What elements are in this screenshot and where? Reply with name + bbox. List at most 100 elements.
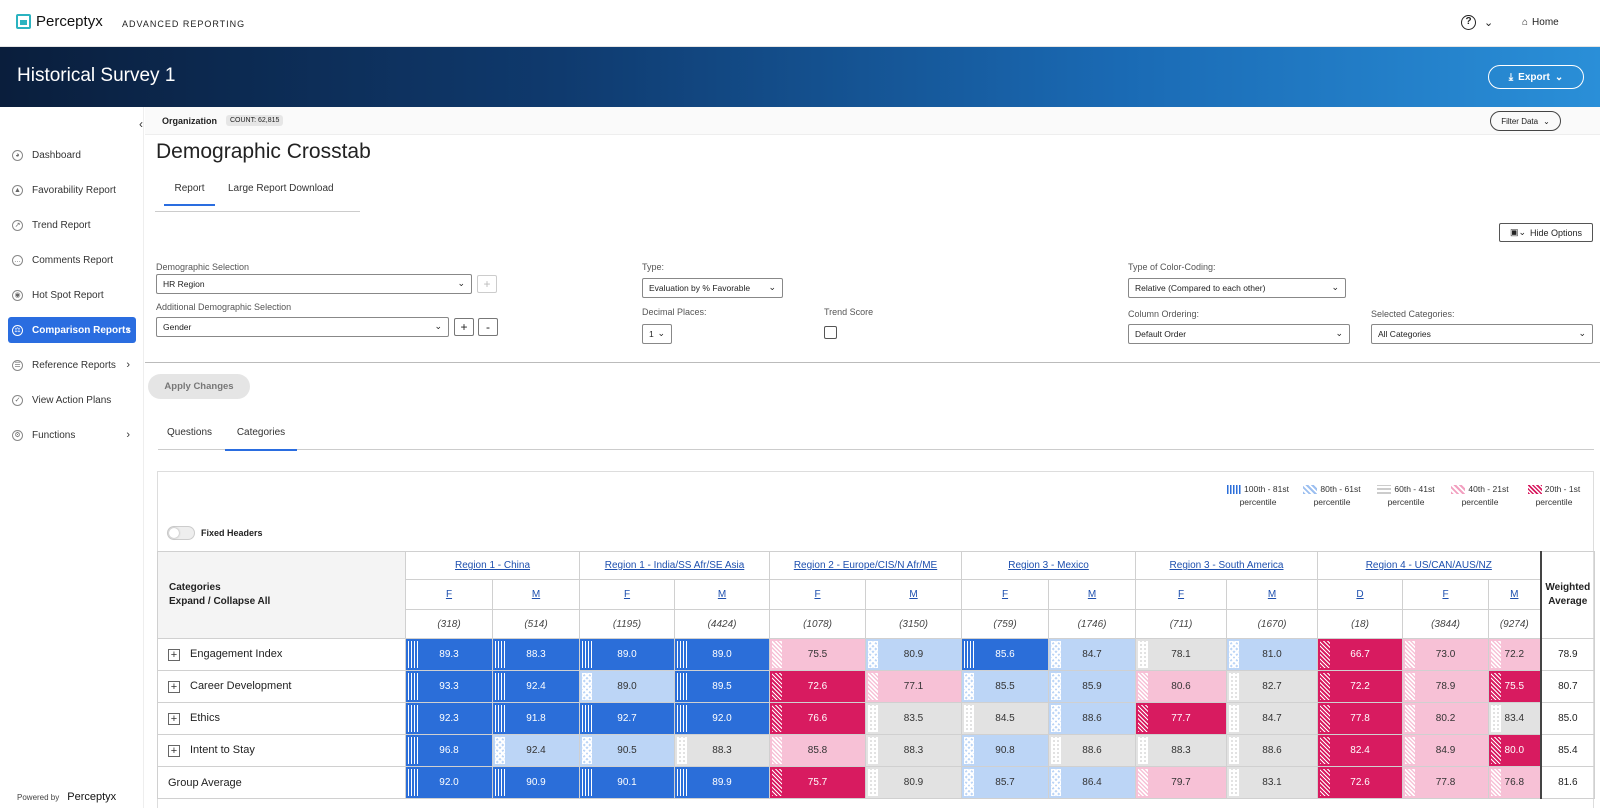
score-cell[interactable]: 89.0 xyxy=(579,638,676,671)
region-link[interactable]: Region 3 - Mexico xyxy=(1008,560,1089,571)
region-header[interactable]: Region 2 - Europe/CIS/N Afr/ME xyxy=(769,551,963,580)
score-cell[interactable]: 86.4 xyxy=(1048,766,1137,799)
score-cell[interactable]: 92.4 xyxy=(491,670,581,703)
score-cell[interactable]: 90.1 xyxy=(579,766,676,799)
gender-column-header[interactable]: M xyxy=(491,579,581,610)
score-cell[interactable]: 80.6 xyxy=(1135,670,1228,703)
score-cell[interactable]: 89.5 xyxy=(674,670,771,703)
score-cell[interactable]: 88.6 xyxy=(1048,734,1137,767)
sidebar-item-action-plans[interactable]: ✓ View Action Plans xyxy=(8,387,136,413)
sidebar-item-trend[interactable]: ↗ Trend Report xyxy=(8,212,136,238)
gender-link[interactable]: M xyxy=(1510,589,1519,600)
score-cell[interactable]: 77.8 xyxy=(1402,766,1490,799)
gender-link[interactable]: M xyxy=(909,589,918,600)
gender-column-header[interactable]: F xyxy=(769,579,867,610)
score-cell[interactable]: 90.8 xyxy=(961,734,1050,767)
gender-column-header[interactable]: F xyxy=(579,579,676,610)
score-cell[interactable]: 78.9 xyxy=(1402,670,1490,703)
region-link[interactable]: Region 1 - China xyxy=(454,560,531,571)
category-label[interactable]: + Career Development xyxy=(157,670,406,703)
filter-data-button[interactable]: Filter Data ⌄ xyxy=(1490,111,1561,131)
region-header[interactable]: Region 1 - China xyxy=(404,551,581,580)
help-menu[interactable]: ? ⌄ xyxy=(1461,15,1493,30)
score-cell[interactable]: 77.1 xyxy=(865,670,963,703)
score-cell[interactable]: 92.4 xyxy=(491,734,581,767)
home-link[interactable]: ⌂ Home xyxy=(1522,17,1559,28)
score-cell[interactable]: 88.3 xyxy=(674,734,771,767)
score-cell[interactable]: 85.6 xyxy=(961,638,1050,671)
sidebar-item-favorability[interactable]: ▲ Favorability Report xyxy=(8,177,136,203)
score-cell[interactable]: 83.4 xyxy=(1488,702,1542,735)
sidebar-item-dashboard[interactable]: ◕ Dashboard xyxy=(8,142,136,168)
score-cell[interactable]: 88.6 xyxy=(1048,702,1137,735)
score-cell[interactable]: 89.0 xyxy=(579,670,676,703)
demographic-select[interactable]: HR Region ⌄ xyxy=(156,274,472,294)
gender-column-header[interactable]: F xyxy=(1135,579,1228,610)
collapse-sidebar-icon[interactable]: ‹ xyxy=(139,117,143,131)
score-cell[interactable]: 72.2 xyxy=(1317,670,1404,703)
gender-column-header[interactable]: F xyxy=(961,579,1050,610)
category-label[interactable]: + Ethics xyxy=(157,702,406,735)
gender-column-header[interactable]: M xyxy=(1226,579,1319,610)
gender-link[interactable]: F xyxy=(814,589,821,600)
tab-report[interactable]: Report xyxy=(164,183,215,206)
score-cell[interactable]: 80.2 xyxy=(1402,702,1490,735)
region-header[interactable]: Region 1 - India/SS Afr/SE Asia xyxy=(579,551,771,580)
tab-categories[interactable]: Categories xyxy=(225,427,297,451)
color-coding-select[interactable]: Relative (Compared to each other) ⌄ xyxy=(1128,278,1346,298)
score-cell[interactable]: 75.5 xyxy=(1488,670,1542,703)
score-cell[interactable]: 82.4 xyxy=(1317,734,1404,767)
region-header[interactable]: Region 3 - Mexico xyxy=(961,551,1137,580)
gender-column-header[interactable]: M xyxy=(1488,579,1542,610)
region-header[interactable]: Region 3 - South America xyxy=(1135,551,1319,580)
selected-categories-select[interactable]: All Categories ⌄ xyxy=(1371,324,1593,344)
score-cell[interactable]: 80.9 xyxy=(865,766,963,799)
score-cell[interactable]: 85.5 xyxy=(961,670,1050,703)
score-cell[interactable]: 84.5 xyxy=(961,702,1050,735)
additional-demographic-select[interactable]: Gender ⌄ xyxy=(156,317,449,337)
score-cell[interactable]: 85.8 xyxy=(769,734,867,767)
sidebar-item-comparison[interactable]: ⚖ Comparison Reports › xyxy=(8,317,136,343)
score-cell[interactable]: 75.7 xyxy=(769,766,867,799)
score-cell[interactable]: 75.5 xyxy=(769,638,867,671)
apply-changes-button[interactable]: Apply Changes xyxy=(148,374,250,399)
gender-link[interactable]: M xyxy=(1087,589,1097,600)
category-label[interactable]: + Intent to Stay xyxy=(157,734,406,767)
decimal-places-select[interactable]: 1 ⌄ xyxy=(642,324,672,344)
score-cell[interactable]: 96.8 xyxy=(405,734,493,767)
score-cell[interactable]: 91.8 xyxy=(491,702,581,735)
gender-link[interactable]: M xyxy=(531,589,541,600)
gender-link[interactable]: F xyxy=(1177,589,1185,600)
score-cell[interactable]: 92.0 xyxy=(405,766,493,799)
sidebar-item-reference[interactable]: ☰ Reference Reports › xyxy=(8,352,136,378)
gender-column-header[interactable]: M xyxy=(1048,579,1137,610)
score-cell[interactable]: 72.2 xyxy=(1488,638,1542,671)
score-cell[interactable]: 72.6 xyxy=(769,670,867,703)
score-cell[interactable]: 85.7 xyxy=(961,766,1050,799)
expand-icon[interactable]: + xyxy=(168,744,180,757)
sidebar-item-comments[interactable]: … Comments Report xyxy=(8,247,136,273)
score-cell[interactable]: 88.3 xyxy=(865,734,963,767)
column-ordering-select[interactable]: Default Order ⌄ xyxy=(1128,324,1350,344)
gender-column-header[interactable]: F xyxy=(405,579,493,610)
add-additional-demographic-button[interactable]: + xyxy=(454,318,474,336)
score-cell[interactable]: 89.0 xyxy=(674,638,771,671)
score-cell[interactable]: 73.0 xyxy=(1402,638,1490,671)
score-cell[interactable]: 79.7 xyxy=(1135,766,1228,799)
region-link[interactable]: Region 1 - India/SS Afr/SE Asia xyxy=(604,560,745,571)
score-cell[interactable]: 78.1 xyxy=(1135,638,1228,671)
expand-collapse-all[interactable]: Expand / Collapse All xyxy=(169,596,271,607)
score-cell[interactable]: 66.7 xyxy=(1317,638,1404,671)
score-cell[interactable]: 84.7 xyxy=(1226,702,1319,735)
sidebar-item-functions[interactable]: ⚙ Functions › xyxy=(8,422,136,448)
score-cell[interactable]: 90.9 xyxy=(491,766,581,799)
gender-link[interactable]: M xyxy=(717,589,727,600)
score-cell[interactable]: 92.3 xyxy=(405,702,493,735)
category-label[interactable]: + Engagement Index xyxy=(157,638,406,671)
type-select[interactable]: Evaluation by % Favorable ⌄ xyxy=(642,278,783,298)
score-cell[interactable]: 80.9 xyxy=(865,638,963,671)
score-cell[interactable]: 89.3 xyxy=(405,638,493,671)
score-cell[interactable]: 72.6 xyxy=(1317,766,1404,799)
tab-questions[interactable]: Questions xyxy=(167,427,213,438)
export-button[interactable]: ⤓ Export ⌄ xyxy=(1488,65,1584,89)
